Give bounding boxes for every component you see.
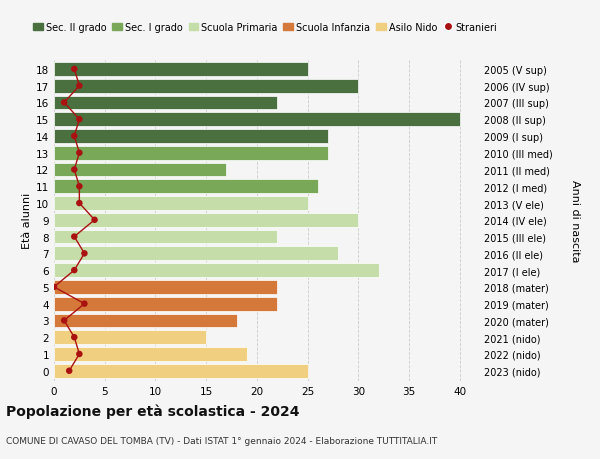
Bar: [54, 280, 277, 294]
Bar: [54, 146, 328, 160]
Bar: [54, 113, 460, 127]
Bar: [54, 96, 277, 110]
Bar: [54, 230, 277, 244]
Bar: [54, 314, 236, 328]
Point: [74, 183, 84, 190]
Text: Popolazione per età scolastica - 2024: Popolazione per età scolastica - 2024: [6, 404, 299, 419]
Point: [74, 83, 84, 90]
Point: [70, 267, 79, 274]
Bar: [54, 130, 328, 144]
Bar: [54, 163, 226, 177]
Text: COMUNE DI CAVASO DEL TOMBA (TV) - Dati ISTAT 1° gennaio 2024 - Elaborazione TUTT: COMUNE DI CAVASO DEL TOMBA (TV) - Dati I…: [6, 436, 437, 445]
Bar: [54, 330, 206, 344]
Legend: Sec. II grado, Sec. I grado, Scuola Primaria, Scuola Infanzia, Asilo Nido, Stran: Sec. II grado, Sec. I grado, Scuola Prim…: [34, 23, 497, 33]
Point: [90, 217, 100, 224]
Point: [59, 317, 69, 325]
Y-axis label: Età alunni: Età alunni: [22, 192, 32, 248]
Bar: [54, 263, 379, 277]
Point: [70, 66, 79, 73]
Point: [49, 284, 59, 291]
Bar: [54, 297, 277, 311]
Point: [59, 100, 69, 107]
Bar: [54, 347, 247, 361]
Point: [74, 351, 84, 358]
Point: [70, 334, 79, 341]
Point: [80, 250, 89, 257]
Y-axis label: Anni di nascita: Anni di nascita: [569, 179, 580, 262]
Bar: [54, 364, 308, 378]
Point: [74, 116, 84, 123]
Bar: [54, 180, 318, 194]
Bar: [54, 213, 358, 227]
Point: [74, 200, 84, 207]
Bar: [54, 79, 358, 93]
Point: [70, 133, 79, 140]
Point: [80, 300, 89, 308]
Point: [64, 367, 74, 375]
Bar: [54, 247, 338, 261]
Point: [70, 167, 79, 174]
Point: [70, 233, 79, 241]
Bar: [54, 197, 308, 210]
Bar: [54, 63, 308, 77]
Point: [74, 150, 84, 157]
